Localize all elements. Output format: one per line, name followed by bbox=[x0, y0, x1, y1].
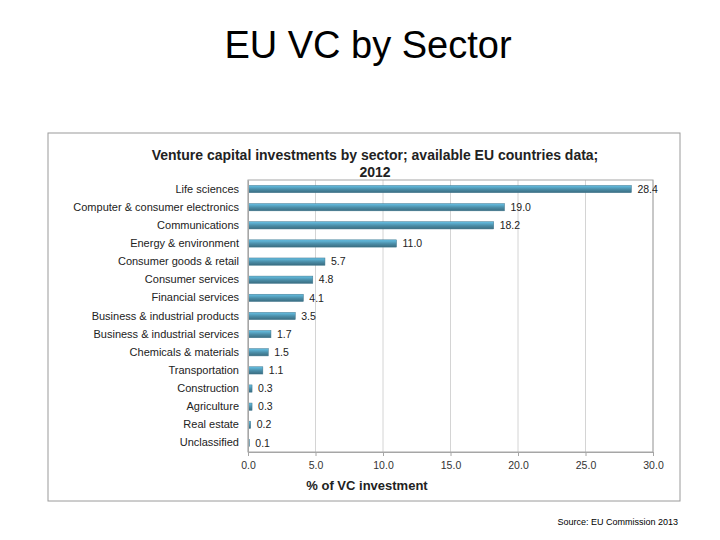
y-tick-label: Energy & environment bbox=[130, 237, 239, 249]
data-labels: 28.4 19.0 18.2 11.0 5.7 4.8 4.1 3.5 1.7 1.5 1.1 0.3… bbox=[255, 183, 658, 449]
x-tick: 0.0 bbox=[241, 452, 256, 471]
data-label: 4.8 bbox=[319, 273, 334, 285]
y-tick-label: Transportation bbox=[168, 364, 239, 376]
bar bbox=[248, 258, 325, 265]
y-axis-line bbox=[248, 181, 249, 453]
x-axis-title: % of VC investment bbox=[306, 478, 428, 493]
bar bbox=[248, 204, 505, 211]
data-label: 18.2 bbox=[500, 219, 521, 231]
y-tick-label: Financial services bbox=[152, 291, 240, 303]
bar bbox=[248, 312, 295, 319]
x-tick: 15.0 bbox=[441, 452, 462, 471]
x-tick-mark bbox=[451, 452, 452, 456]
x-tick-mark bbox=[586, 452, 587, 456]
x-tick-label: 10.0 bbox=[373, 459, 394, 471]
y-tick-label: Construction bbox=[177, 382, 239, 394]
x-tick: 30.0 bbox=[643, 452, 664, 471]
y-tick-label: Life sciences bbox=[175, 183, 239, 195]
y-tick-label: Chemicals & materials bbox=[130, 346, 240, 358]
y-tick-label: Unclassified bbox=[180, 436, 239, 448]
x-tick: 10.0 bbox=[373, 452, 394, 471]
plot-frame bbox=[248, 180, 653, 452]
y-tick-label: Business & industrial products bbox=[92, 310, 240, 322]
grid-line bbox=[450, 180, 451, 452]
x-tick-mark bbox=[248, 452, 249, 456]
x-tick-label: 20.0 bbox=[508, 459, 529, 471]
x-tick-mark bbox=[653, 452, 654, 456]
bar bbox=[248, 331, 271, 338]
y-tick-label: Consumer goods & retail bbox=[118, 255, 239, 267]
y-tick-label: Business & industrial services bbox=[93, 328, 239, 340]
y-tick: Real estate bbox=[183, 418, 239, 430]
chart-box bbox=[48, 133, 680, 501]
y-tick-label: Computer & consumer electronics bbox=[73, 201, 239, 213]
grid-line bbox=[585, 180, 586, 452]
bar bbox=[248, 349, 268, 356]
data-label: 0.3 bbox=[258, 400, 273, 412]
data-label: 0.1 bbox=[255, 437, 270, 449]
y-tick: Financial services bbox=[152, 291, 240, 303]
data-label: 0.2 bbox=[257, 418, 272, 430]
x-tick-label: 5.0 bbox=[309, 459, 324, 471]
bar bbox=[248, 294, 303, 301]
chart-title: Venture capital investments by sector; a… bbox=[152, 147, 599, 180]
y-tick: Business & industrial services bbox=[93, 328, 239, 340]
data-label: 1.7 bbox=[277, 328, 292, 340]
data-label: 19.0 bbox=[511, 201, 532, 213]
slide-title: EU VC by Sector bbox=[224, 24, 512, 66]
y-tick: Consumer services bbox=[145, 273, 240, 285]
x-axis-line bbox=[249, 453, 654, 457]
data-label: 11.0 bbox=[403, 237, 423, 249]
y-tick: Construction bbox=[177, 382, 239, 394]
data-label: 4.1 bbox=[309, 292, 324, 304]
bars bbox=[248, 185, 631, 446]
x-tick-label: 30.0 bbox=[643, 459, 664, 471]
x-tick: 5.0 bbox=[309, 452, 324, 471]
x-tick: 20.0 bbox=[508, 452, 529, 471]
y-tick: Energy & environment bbox=[130, 237, 239, 249]
data-label: 3.5 bbox=[301, 310, 316, 322]
bar bbox=[248, 367, 263, 374]
y-tick: Communications bbox=[157, 219, 239, 231]
data-label: 0.3 bbox=[258, 382, 273, 394]
y-tick-label: Real estate bbox=[183, 418, 239, 430]
slide: EU VC by Sector Venture capital investmen… bbox=[0, 0, 720, 540]
data-label: 1.5 bbox=[274, 346, 289, 358]
data-label: 1.1 bbox=[269, 364, 284, 376]
x-axis: 0.0 5.0 10.0 15.0 20.0 25.0 30.0 bbox=[241, 452, 664, 471]
x-tick: 25.0 bbox=[576, 452, 597, 471]
y-tick-label: Agriculture bbox=[186, 400, 239, 412]
bar bbox=[248, 276, 313, 283]
x-tick-mark bbox=[383, 452, 384, 456]
data-label: 28.4 bbox=[637, 183, 658, 195]
y-tick: Chemicals & materials bbox=[130, 346, 240, 358]
bar bbox=[248, 222, 494, 229]
y-tick: Computer & consumer electronics bbox=[73, 201, 239, 213]
y-tick-label: Consumer services bbox=[145, 273, 240, 285]
y-tick: Transportation bbox=[168, 364, 239, 376]
y-tick: Agriculture bbox=[186, 400, 239, 412]
y-tick: Unclassified bbox=[180, 436, 239, 448]
chart-title-line: 2012 bbox=[359, 164, 390, 180]
y-tick: Business & industrial products bbox=[92, 310, 240, 322]
y-tick: Life sciences bbox=[175, 183, 239, 195]
grid-line bbox=[383, 180, 384, 452]
source-note: Source: EU Commission 2013 bbox=[557, 517, 678, 527]
data-label: 5.7 bbox=[331, 255, 346, 267]
x-tick-mark bbox=[518, 452, 519, 456]
x-tick-label: 0.0 bbox=[241, 459, 256, 471]
x-tick-label: 15.0 bbox=[441, 459, 462, 471]
y-axis: Life sciences Computer & consumer electro… bbox=[73, 181, 248, 453]
bar bbox=[248, 185, 631, 192]
grid bbox=[248, 180, 653, 452]
y-tick-label: Communications bbox=[157, 219, 239, 231]
x-tick-mark bbox=[316, 452, 317, 456]
x-tick-label: 25.0 bbox=[576, 459, 597, 471]
bar bbox=[248, 240, 397, 247]
chart-title-line: Venture capital investments by sector; a… bbox=[152, 147, 599, 163]
y-tick: Consumer goods & retail bbox=[118, 255, 239, 267]
